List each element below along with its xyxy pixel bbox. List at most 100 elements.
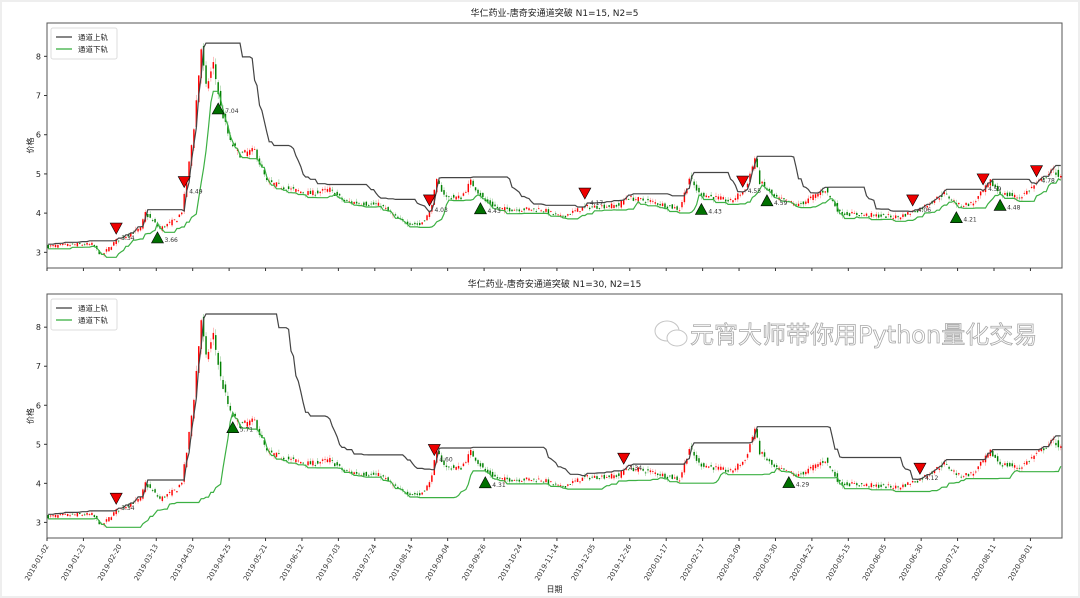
lower-channel-line <box>48 90 1062 258</box>
candle-body <box>1011 193 1013 196</box>
y-tick-label: 8 <box>36 52 41 61</box>
buy-signal-marker <box>617 452 631 465</box>
sell-signal-marker <box>478 476 492 489</box>
candle-body <box>598 478 601 480</box>
candle-body <box>421 222 423 225</box>
candle-body <box>419 222 421 226</box>
sell-signal-marker <box>473 202 487 215</box>
candle-body <box>334 463 336 467</box>
buy-signal-marker <box>427 444 441 457</box>
candle-body <box>814 464 817 469</box>
candle-body <box>790 201 792 202</box>
y-tick-label: 4 <box>36 209 41 218</box>
candle-body <box>593 205 596 208</box>
candle-body <box>377 202 380 206</box>
x-tick-label: 2019-07-24 <box>351 543 379 583</box>
candle-body <box>52 515 54 517</box>
candle-body <box>737 193 739 200</box>
candle-body <box>125 506 127 509</box>
candle-body <box>873 214 875 216</box>
candle-body <box>938 198 941 200</box>
candle-body <box>142 489 144 499</box>
candle-body <box>462 193 465 196</box>
candle-body <box>525 477 528 480</box>
candle-body <box>137 228 139 232</box>
candle-body <box>198 346 200 373</box>
candle-body <box>81 244 83 246</box>
candle-body <box>666 476 669 479</box>
candle-body <box>890 215 892 218</box>
signal-label: 4.06 <box>918 207 932 214</box>
candle-body <box>982 460 984 463</box>
x-tick-label: 2019-02-20 <box>96 543 123 582</box>
candle-body <box>710 194 712 197</box>
candle-body <box>904 213 907 217</box>
buy-signal-marker <box>109 222 123 235</box>
candle-body <box>970 472 972 474</box>
candle-body <box>105 249 108 252</box>
candle-body <box>576 208 579 212</box>
candle-body <box>292 457 295 459</box>
candle-body <box>151 220 154 221</box>
candle-body <box>933 200 936 203</box>
plot-area <box>46 293 1063 539</box>
candle-body <box>739 465 741 466</box>
candle-body <box>385 207 387 209</box>
candle-body <box>508 207 511 212</box>
candle-body <box>795 474 797 476</box>
signal-label: 4.17 <box>590 200 604 207</box>
candle-body <box>992 450 994 457</box>
candle-body <box>1030 457 1033 459</box>
candle-body <box>86 513 88 515</box>
candle-body <box>625 197 627 200</box>
candle-body <box>501 478 504 480</box>
candle-body <box>234 413 236 417</box>
candle-body <box>673 477 676 479</box>
chart-title: 华仁药业-唐奇安通道突破 N1=15, N2=5 <box>470 7 638 19</box>
candle-body <box>217 82 219 95</box>
candle-body <box>520 481 523 482</box>
candle-body <box>834 201 836 207</box>
candle-body <box>630 196 632 197</box>
candle-body <box>336 462 338 466</box>
candle-body <box>244 150 246 153</box>
candle-body <box>200 320 202 350</box>
candle-body <box>232 415 234 417</box>
candle-body <box>741 191 744 195</box>
candle-body <box>618 203 620 206</box>
candle-body <box>457 465 460 469</box>
candle-body <box>195 100 198 128</box>
candle-body <box>979 461 982 466</box>
x-tick-label: 2019-07-03 <box>315 543 342 582</box>
candle-body <box>846 482 848 486</box>
candle-body <box>256 420 258 431</box>
candle-body <box>950 469 953 471</box>
candle-body <box>295 459 297 463</box>
candle-body <box>535 481 538 483</box>
candle-body <box>715 195 717 197</box>
candle-body <box>263 169 266 175</box>
candle-body <box>919 208 921 211</box>
candle-body <box>353 472 355 475</box>
candle-body <box>1001 465 1004 467</box>
candle-body <box>314 194 317 196</box>
candle-body <box>161 226 164 231</box>
candle-body <box>741 461 744 465</box>
candle-body <box>559 485 562 486</box>
candle-body <box>130 503 132 507</box>
candle-body <box>882 484 885 486</box>
candle-body <box>489 200 491 205</box>
candle-body <box>802 471 805 475</box>
candle-body <box>907 212 909 215</box>
candle-body <box>215 335 217 350</box>
candle-body <box>234 143 236 146</box>
x-tick-label: 2019-12-26 <box>606 543 634 583</box>
candle-body <box>232 144 234 147</box>
candle-body <box>64 243 66 245</box>
candle-body <box>936 196 938 199</box>
candle-body <box>562 215 564 217</box>
candle-body <box>579 481 581 483</box>
candle-body <box>644 202 647 204</box>
signal-label: 7.04 <box>225 108 239 115</box>
candle-body <box>491 201 494 207</box>
